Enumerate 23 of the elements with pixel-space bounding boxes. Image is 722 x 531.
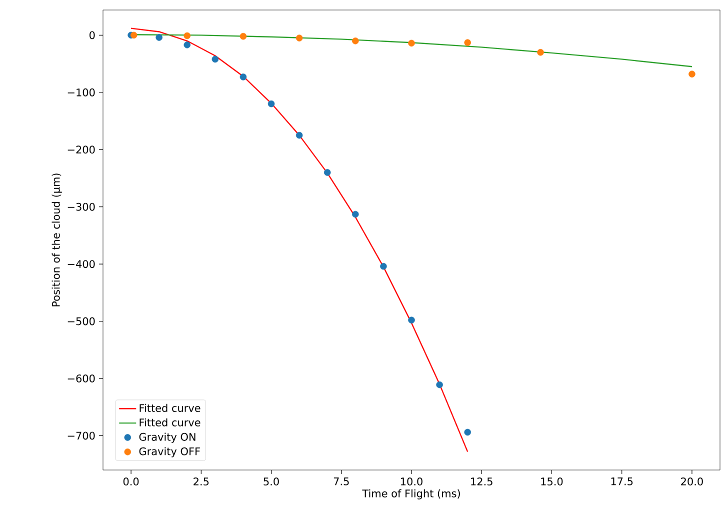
x-tick-label: 15.0 bbox=[541, 478, 563, 486]
y-tick-label: −600 bbox=[68, 374, 95, 382]
x-tick-label: 10.0 bbox=[401, 478, 422, 486]
x-tick-label: 12.5 bbox=[471, 478, 492, 486]
x-tick-label: 17.5 bbox=[611, 478, 633, 486]
y-tick-label: −700 bbox=[68, 432, 95, 440]
legend-label: Fitted curve bbox=[140, 404, 200, 412]
x-tick-label: 5.0 bbox=[264, 478, 279, 486]
x-tick-label: 2.5 bbox=[194, 478, 209, 486]
y-tick-label: −200 bbox=[68, 146, 95, 154]
y-tick-label: −100 bbox=[68, 88, 95, 96]
y-tick-label: −400 bbox=[68, 260, 95, 268]
legend-label: Gravity ON bbox=[139, 432, 196, 443]
x-tick-label: 20.0 bbox=[681, 478, 703, 486]
y-tick-label: −300 bbox=[68, 202, 95, 211]
x-tick-label: 7.5 bbox=[334, 478, 349, 486]
y-axis-title: Position of the cloud (μm) bbox=[52, 174, 62, 306]
legend-label: Gravity OFF bbox=[139, 447, 200, 458]
y-tick-label: 0 bbox=[90, 31, 95, 40]
legend-label: Fitted curve bbox=[140, 418, 200, 426]
x-axis-title: Time of Flight (ms) bbox=[362, 489, 460, 500]
y-tick-label: −500 bbox=[68, 317, 95, 326]
x-tick-label: 0.0 bbox=[123, 478, 139, 486]
